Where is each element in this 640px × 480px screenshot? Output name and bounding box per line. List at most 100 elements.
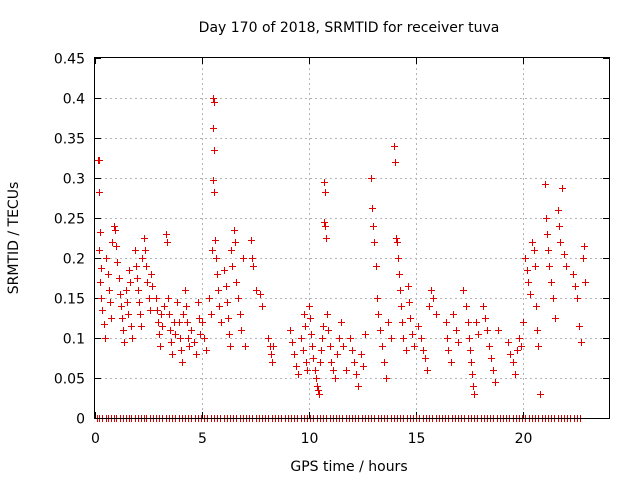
data-point: [578, 339, 585, 346]
data-point: [128, 323, 135, 330]
data-point: [199, 319, 206, 326]
data-point: [253, 287, 260, 294]
data-point: [409, 331, 416, 338]
data-point: [226, 331, 233, 338]
data-point: [319, 335, 326, 342]
data-point: [196, 315, 203, 322]
plot-frame: [94, 57, 610, 419]
data-point: [265, 335, 272, 342]
data-point: [321, 179, 328, 186]
data-point: [161, 303, 168, 310]
data-point: [176, 319, 183, 326]
data-point: [570, 271, 577, 278]
data-point: [406, 299, 413, 306]
data-point: [143, 263, 150, 270]
data-point: [514, 347, 521, 354]
data-point: [269, 359, 276, 366]
data-point: [480, 303, 487, 310]
data-point: [105, 271, 112, 278]
data-point: [347, 335, 354, 342]
data-point: [154, 307, 161, 314]
y-tick-label: 0.3: [63, 172, 85, 188]
data-point: [428, 287, 435, 294]
data-point: [111, 223, 118, 230]
data-point: [186, 343, 193, 350]
data-point: [218, 319, 225, 326]
data-point: [96, 189, 103, 196]
data-point: [369, 205, 376, 212]
y-tick-label: 0.45: [54, 52, 85, 68]
data-point: [113, 243, 120, 250]
data-point: [127, 279, 134, 286]
data-point: [103, 255, 110, 262]
data-point: [473, 319, 480, 326]
data-point: [484, 327, 491, 334]
data-point: [178, 347, 185, 354]
data-point: [309, 343, 316, 350]
data-point: [249, 255, 256, 262]
y-tick-label: 0.35: [54, 132, 85, 148]
data-point: [132, 247, 139, 254]
data-point: [124, 299, 131, 306]
data-point: [298, 335, 305, 342]
data-point: [334, 351, 341, 358]
data-point: [463, 303, 470, 310]
data-point: [144, 279, 151, 286]
data-point: [99, 307, 106, 314]
y-tick-label: 0.15: [54, 292, 85, 308]
data-point: [444, 335, 451, 342]
data-point: [362, 331, 369, 338]
data-point: [102, 335, 109, 342]
data-point: [126, 267, 133, 274]
data-point: [134, 275, 141, 282]
data-point: [301, 311, 308, 318]
data-point: [418, 335, 425, 342]
data-point: [469, 371, 476, 378]
data-point: [322, 189, 329, 196]
data-point: [232, 239, 239, 246]
data-point: [391, 143, 398, 150]
y-tick-label: 0.05: [54, 372, 85, 388]
data-point: [123, 287, 130, 294]
data-point: [563, 263, 570, 270]
data-point: [471, 391, 478, 398]
grid-lines: [95, 58, 609, 418]
data-point: [210, 177, 217, 184]
data-point: [455, 339, 462, 346]
data-point: [98, 265, 105, 272]
data-point: [185, 335, 192, 342]
data-point: [120, 327, 127, 334]
data-point: [206, 295, 213, 302]
data-point: [291, 351, 298, 358]
data-point: [193, 351, 200, 358]
y-tick-label: 0.25: [54, 212, 85, 228]
data-point: [552, 315, 559, 322]
data-point: [488, 355, 495, 362]
data-point: [328, 359, 335, 366]
data-point: [184, 319, 191, 326]
data-point: [559, 185, 566, 192]
data-point: [537, 391, 544, 398]
data-point: [177, 335, 184, 342]
data-point: [225, 315, 232, 322]
data-point: [96, 247, 103, 254]
data-point: [182, 287, 189, 294]
data-point: [289, 339, 296, 346]
data-point: [381, 359, 388, 366]
data-point: [240, 255, 247, 262]
data-point: [117, 291, 124, 298]
x-tick-label: 15: [408, 431, 426, 447]
data-point: [576, 323, 583, 330]
data-point: [147, 307, 154, 314]
data-point: [248, 237, 255, 244]
data-point: [433, 311, 440, 318]
data-point: [475, 331, 482, 338]
data-point: [555, 207, 562, 214]
data-point: [393, 235, 400, 242]
data-point: [443, 319, 450, 326]
data-point: [557, 239, 564, 246]
data-point: [149, 283, 156, 290]
data-point: [215, 287, 222, 294]
data-point: [544, 231, 551, 238]
